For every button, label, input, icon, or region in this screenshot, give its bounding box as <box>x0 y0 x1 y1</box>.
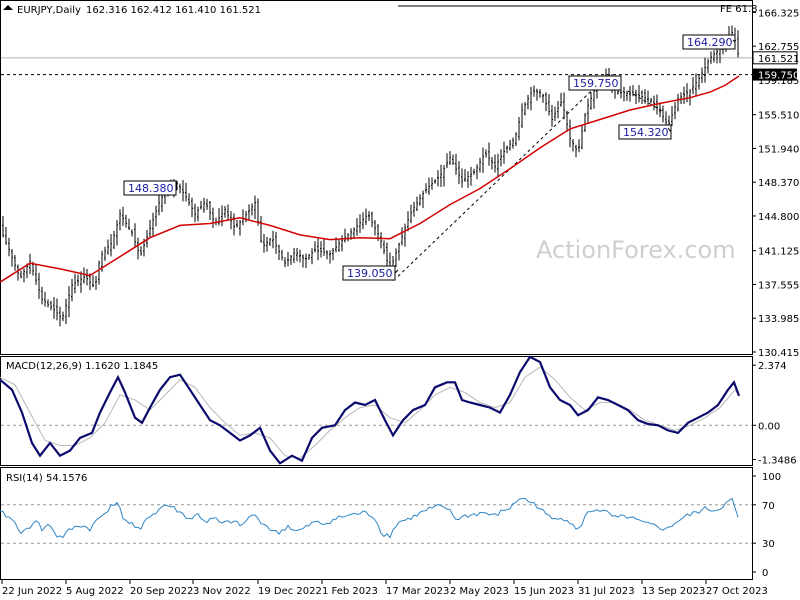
rsi-layer <box>0 497 752 544</box>
rsi-y-tick-label: 0 <box>762 568 768 579</box>
annotation-pointer <box>667 127 672 133</box>
annotation-pointer <box>732 39 736 43</box>
y-tick-label: 155.510 <box>758 111 799 122</box>
x-tick-label: 3 Nov 2022 <box>193 586 251 597</box>
y-tick-label: 133.985 <box>758 314 799 325</box>
current-price-tag-box <box>752 51 798 65</box>
annotation-label: 164.290 <box>687 36 733 49</box>
x-tick-label: 1 Feb 2023 <box>322 586 378 597</box>
x-tick-label: 31 Jul 2023 <box>578 586 635 597</box>
fe-label: FE 61.8 <box>720 4 758 15</box>
y-tick-label: 162.755 <box>758 42 799 53</box>
y-tick-label: 151.940 <box>758 144 799 155</box>
price-header: EURJPY,Daily 162.316 162.412 161.410 161… <box>3 5 261 16</box>
x-tick-label: 27 Oct 2023 <box>706 586 768 597</box>
annotation-label: 139.050 <box>347 267 393 280</box>
y-tick-label: 130.415 <box>758 348 799 359</box>
annotation-label: 148.380 <box>128 182 174 195</box>
triangle-icon <box>3 5 13 10</box>
current-price-tag-label: 161.521 <box>758 54 799 65</box>
price-annotation: 139.050 <box>342 265 399 281</box>
moving-average-line <box>0 75 740 283</box>
x-tick-label: 17 Mar 2023 <box>386 586 449 597</box>
rsi-y-tick-label: 30 <box>762 539 775 550</box>
symbol-label: EURJPY,Daily <box>17 5 81 16</box>
rsi-y-tick-label: 100 <box>762 472 781 483</box>
watermark: ActionForex.com <box>536 236 736 264</box>
ohlc-values: 162.316 162.412 161.410 161.521 <box>86 5 261 16</box>
y-tick-label: 137.555 <box>758 280 799 291</box>
price-annotation: 159.750 <box>568 75 622 91</box>
y-tick-label: 159.185 <box>758 76 799 87</box>
rsi-title: RSI(14) 54.1576 <box>6 473 87 484</box>
x-tick-label: 2 May 2023 <box>450 586 509 597</box>
macd-y-tick-label: 2.374 <box>758 361 787 372</box>
macd-panel-frame <box>0 356 753 466</box>
x-tick-label: 15 Jun 2023 <box>514 586 574 597</box>
current-price-tag: 161.521 <box>752 51 799 65</box>
y-tick-label: 148.370 <box>758 178 799 189</box>
macd-signal-line <box>0 366 740 459</box>
x-tick-label: 5 Aug 2022 <box>66 586 124 597</box>
price-panel-frame <box>0 0 753 355</box>
y-tick-label: 166.325 <box>758 8 799 19</box>
macd-title: MACD(12,26,9) 1.1620 1.1845 <box>6 361 158 372</box>
price-annotation: 154.320 <box>618 124 672 140</box>
trend-line-rising <box>397 82 601 277</box>
x-tick-label: 13 Sep 2023 <box>642 586 705 597</box>
macd-y-tick-label: 0.00 <box>758 421 780 432</box>
x-tick-label: 20 Sep 2022 <box>130 586 193 597</box>
resistance-tag-box <box>753 68 797 81</box>
y-tick-label: 141.125 <box>758 247 799 258</box>
price-annotation: 164.290 <box>682 34 736 50</box>
macd-y-tick-label: -1.3486 <box>758 455 797 466</box>
rsi-line <box>0 497 739 539</box>
price-layer: 148.380 139.050 159.750 154.320 164.290 <box>0 5 752 327</box>
price-annotation: 148.380 <box>123 180 177 196</box>
annotation-pointer <box>394 269 399 274</box>
axis-layer: 166.325 162.755 159.185 155.510 151.940 148.3… <box>1 8 799 597</box>
x-tick-label: 22 Jun 2022 <box>2 586 62 597</box>
x-tick-label: 19 Dec 2022 <box>258 586 322 597</box>
rsi-panel-frame <box>0 467 753 580</box>
macd-line <box>0 355 741 465</box>
annotation-label: 154.320 <box>623 126 669 139</box>
annotation-label: 159.750 <box>573 77 619 90</box>
macd-layer <box>0 355 752 465</box>
annotation-box <box>123 180 177 196</box>
resistance-tag: 159.750 <box>753 68 799 82</box>
resistance-tag-label: 159.750 <box>758 71 799 82</box>
y-tick-label: 144.800 <box>758 212 799 223</box>
rsi-y-tick-label: 70 <box>762 501 775 512</box>
